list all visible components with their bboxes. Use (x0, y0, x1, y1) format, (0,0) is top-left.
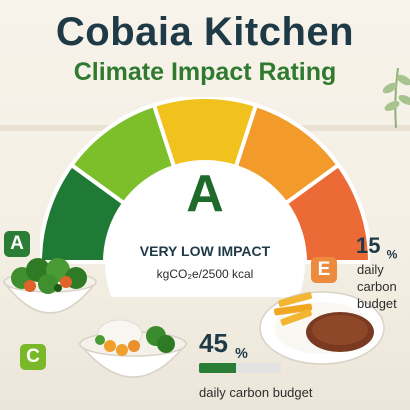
rice-vegetable-bowl-icon (78, 319, 188, 378)
dish-e-budget-label: daily carbon budget (357, 262, 397, 311)
dish-e-percent: 15 % (356, 233, 398, 262)
grade-badge-c: C (20, 344, 46, 370)
vegetable-salad-bowl-icon (2, 258, 98, 314)
grade-badge-a: A (4, 231, 30, 257)
rating-gauge (40, 97, 370, 297)
steak-fries-plate-icon (259, 291, 385, 365)
budget-progress-fill (199, 363, 236, 373)
unit-label: kgCO₂e/2500 kcal (156, 267, 254, 281)
gauge-center (105, 162, 305, 297)
gauge-segment-e (283, 162, 370, 264)
grade-badge-e: E (311, 257, 337, 283)
dish-c-percent: 45 % (199, 328, 248, 363)
gauge-segments (40, 97, 370, 264)
page-title: Cobaia Kitchen (55, 10, 355, 54)
budget-progress-bar (199, 363, 281, 373)
page-subtitle: Climate Impact Rating (73, 58, 337, 86)
impact-label: VERY LOW IMPACT (139, 243, 271, 259)
rating-grade: A (186, 165, 224, 223)
dish-c-budget-label: daily carbon budget (199, 385, 313, 400)
